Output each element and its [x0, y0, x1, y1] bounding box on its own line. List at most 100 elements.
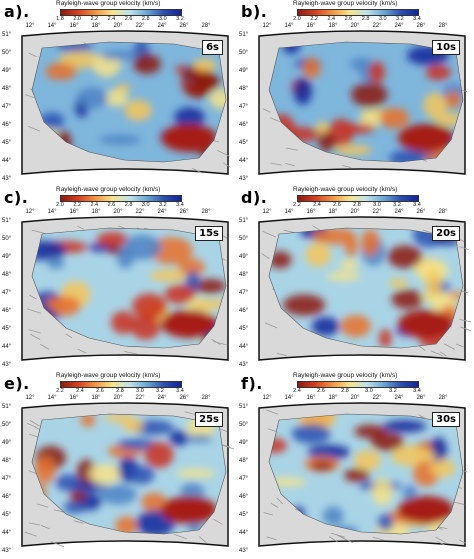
velocity-anomaly — [269, 251, 292, 269]
velocity-anomaly — [361, 228, 380, 256]
relief-hatch — [372, 536, 384, 541]
colorbar-tick-label: 2.8 — [353, 202, 361, 208]
longitude-label: 20° — [350, 23, 360, 29]
longitude-label: 20° — [350, 395, 360, 401]
latitude-label: 50° — [239, 50, 249, 56]
latitude-label: 46° — [2, 308, 12, 314]
velocity-anomaly — [76, 459, 97, 488]
latitude-label: 48° — [239, 272, 249, 278]
velocity-anomaly — [391, 289, 424, 310]
latitude-label: 43° — [239, 362, 249, 368]
colorbar-tick-label: 2.2 — [90, 16, 99, 22]
panel-label: c). — [4, 188, 29, 207]
longitude-label: 12° — [25, 209, 35, 215]
latitude-label: 49° — [239, 68, 249, 74]
latitude-label: 49° — [2, 440, 12, 446]
colorbar-tick-label: 3.0 — [373, 202, 381, 208]
latitude-label: 43° — [239, 176, 249, 182]
period-label: 20s — [432, 226, 460, 241]
relief-hatch — [213, 518, 223, 525]
velocity-anomaly — [141, 492, 167, 512]
longitude-label: 14° — [47, 395, 57, 401]
relief-hatch — [264, 322, 278, 329]
relief-hatch — [53, 509, 64, 513]
longitude-label: 22° — [372, 209, 382, 215]
relief-hatch — [223, 162, 231, 168]
velocity-anomaly — [197, 73, 221, 91]
latitude-label: 45° — [2, 140, 12, 146]
relief-hatch — [26, 422, 37, 428]
velocity-map — [21, 402, 234, 548]
longitude-label: 22° — [372, 395, 382, 401]
colorbar-tick-label: 3.0 — [365, 388, 373, 394]
longitude-label: 26° — [416, 209, 426, 215]
longitude-label: 28° — [438, 209, 448, 215]
velocity-anomaly — [311, 316, 340, 336]
latitude-label: 46° — [239, 122, 249, 128]
latitude-label: 45° — [2, 326, 12, 332]
longitude-label: 20° — [113, 23, 123, 29]
map-panel-3: c). Rayleigh-wave group velocity (km/s) 2.… — [0, 186, 237, 372]
longitude-label: 22° — [135, 23, 145, 29]
colorbar-tick-label: 2.6 — [96, 388, 104, 394]
velocity-anomaly — [371, 477, 393, 506]
latitude-label: 48° — [2, 458, 12, 464]
velocity-anomaly — [149, 269, 188, 282]
relief-hatch — [435, 536, 446, 543]
colorbar-tick-label: 3.4 — [176, 202, 184, 208]
map-panel-1: a). Rayleigh-wave group velocity (km/s) 1.… — [0, 0, 237, 186]
colorbar-tick-label: 2.8 — [361, 16, 370, 22]
region-outline — [31, 41, 227, 163]
velocity-anomaly — [63, 501, 86, 514]
relief-hatch — [269, 117, 280, 122]
region-outline — [31, 227, 227, 349]
velocity-anomaly — [402, 484, 417, 502]
longitude-label: 24° — [394, 209, 404, 215]
low-velocity-anomaly — [161, 124, 217, 152]
colorbar-tick-label: 2.0 — [56, 202, 64, 208]
colorbar-tick-label: 2.4 — [107, 16, 116, 22]
velocity-anomaly — [69, 490, 86, 503]
longitude-label: 26° — [179, 395, 189, 401]
relief-hatch — [28, 329, 41, 334]
colorbar-title: Rayleigh-wave group velocity (km/s) — [56, 186, 161, 193]
latitude-label: 44° — [2, 344, 12, 350]
colorbar-tick-label: 3.0 — [136, 388, 144, 394]
latitude-label: 43° — [2, 176, 12, 182]
panel-label: d). — [241, 188, 268, 207]
colorbar-tick-label: 2.4 — [327, 16, 336, 22]
longitude-label: 14° — [47, 209, 57, 215]
velocity-anomaly — [343, 468, 370, 483]
latitude-label: 47° — [239, 476, 249, 482]
velocity-anomaly — [379, 329, 392, 348]
velocity-anomaly — [354, 450, 381, 471]
colorbar-title: Rayleigh-wave group velocity (km/s) — [293, 0, 398, 7]
colorbar-tick-label: 2.4 — [293, 388, 301, 394]
colorbar — [297, 381, 419, 388]
longitude-label: 28° — [438, 395, 448, 401]
longitude-label: 16° — [306, 209, 316, 215]
relief-hatch — [29, 294, 37, 300]
velocity-anomaly — [96, 231, 129, 248]
longitude-label: 16° — [69, 395, 79, 401]
longitude-label: 12° — [25, 23, 35, 29]
velocity-anomaly — [117, 438, 157, 450]
latitude-label: 50° — [239, 422, 249, 428]
latitude-label: 43° — [2, 362, 12, 368]
colorbar-tick-label: 3.0 — [159, 16, 167, 22]
colorbar-tick-label: 3.0 — [141, 202, 150, 208]
relief-hatch — [24, 531, 37, 537]
velocity-anomaly — [34, 456, 56, 484]
colorbar-tick-label: 2.4 — [90, 202, 99, 208]
relief-hatch — [422, 229, 434, 234]
velocity-anomaly — [302, 57, 321, 79]
colorbar-tick-label: 2.6 — [107, 202, 116, 208]
latitude-label: 45° — [239, 140, 249, 146]
velocity-anomaly — [340, 315, 371, 338]
velocity-anomaly — [115, 84, 131, 93]
velocity-anomaly — [387, 245, 423, 269]
relief-hatch — [191, 167, 202, 174]
longitude-label: 12° — [262, 395, 272, 401]
velocity-anomaly — [176, 468, 216, 478]
velocity-anomaly — [164, 284, 196, 305]
